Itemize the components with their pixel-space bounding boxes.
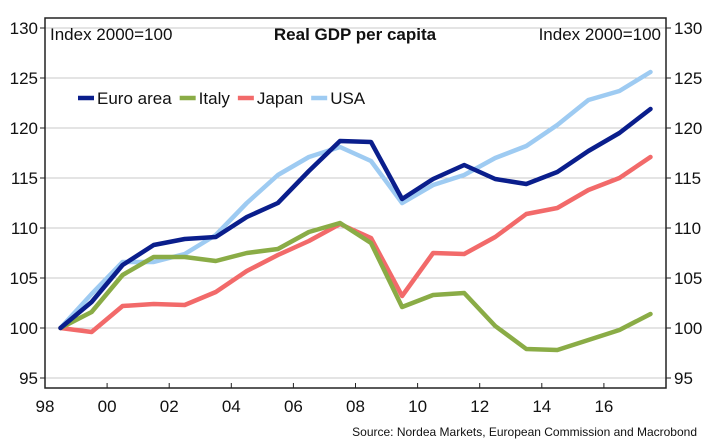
y-tick-label-right-105: 105 [674, 269, 702, 288]
series-lines [58, 69, 653, 353]
y-tick-label-left-100: 100 [10, 319, 38, 338]
x-tick-label-2014: 14 [532, 397, 551, 416]
x-tick-label-2000: 00 [98, 397, 117, 416]
x-tick-label-2004: 04 [222, 397, 241, 416]
plot-frame [44, 17, 667, 389]
y-tick-label-left-105: 105 [10, 269, 38, 288]
legend-label-usa: USA [330, 89, 366, 108]
y-tick-label-left-120: 120 [10, 119, 38, 138]
y-tick-label-right-95: 95 [674, 369, 693, 388]
y-tick-label-left-115: 115 [11, 169, 38, 188]
legend-label-japan: Japan [257, 89, 303, 108]
right-axis-unit-label: Index 2000=100 [539, 25, 661, 44]
x-tick-label-2012: 12 [470, 397, 489, 416]
x-tick-label-2008: 08 [346, 397, 365, 416]
y-tick-label-left-130: 130 [10, 19, 38, 38]
y-tick-label-left-125: 125 [10, 69, 38, 88]
y-tick-label-right-110: 110 [674, 219, 701, 238]
x-tick-label-2016: 16 [594, 397, 613, 416]
y-axis-left: 95 100 105 110 115 120 125 130 [10, 19, 45, 388]
legend-label-euro-area: Euro area [97, 89, 172, 108]
series-line-italy [58, 220, 653, 353]
series-line-japan [58, 154, 653, 335]
gridlines [45, 27, 666, 379]
series-line-euro-area [58, 106, 653, 331]
x-tick-label-2010: 10 [408, 397, 427, 416]
x-axis: 98 00 02 04 06 08 10 12 14 16 [36, 383, 613, 416]
y-tick-label-right-100: 100 [674, 319, 702, 338]
legend: Euro area Italy Japan USA [78, 89, 366, 108]
y-tick-label-left-110: 110 [11, 219, 38, 238]
x-tick-label-2006: 06 [284, 397, 303, 416]
chart-title: Real GDP per capita [274, 25, 437, 44]
series-line-usa [58, 69, 653, 331]
y-tick-label-left-95: 95 [19, 369, 38, 388]
left-axis-unit-label: Index 2000=100 [50, 25, 172, 44]
legend-label-italy: Italy [199, 89, 231, 108]
source-note: Source: Nordea Markets, European Commiss… [352, 425, 697, 439]
y-axis-right: 95 100 105 110 115 120 125 130 [666, 19, 702, 388]
y-tick-label-right-125: 125 [674, 69, 702, 88]
y-tick-label-right-120: 120 [674, 119, 702, 138]
x-tick-label-1998: 98 [36, 397, 55, 416]
y-tick-label-right-115: 115 [674, 169, 701, 188]
y-tick-label-right-130: 130 [674, 19, 702, 38]
x-tick-label-2002: 02 [160, 397, 179, 416]
